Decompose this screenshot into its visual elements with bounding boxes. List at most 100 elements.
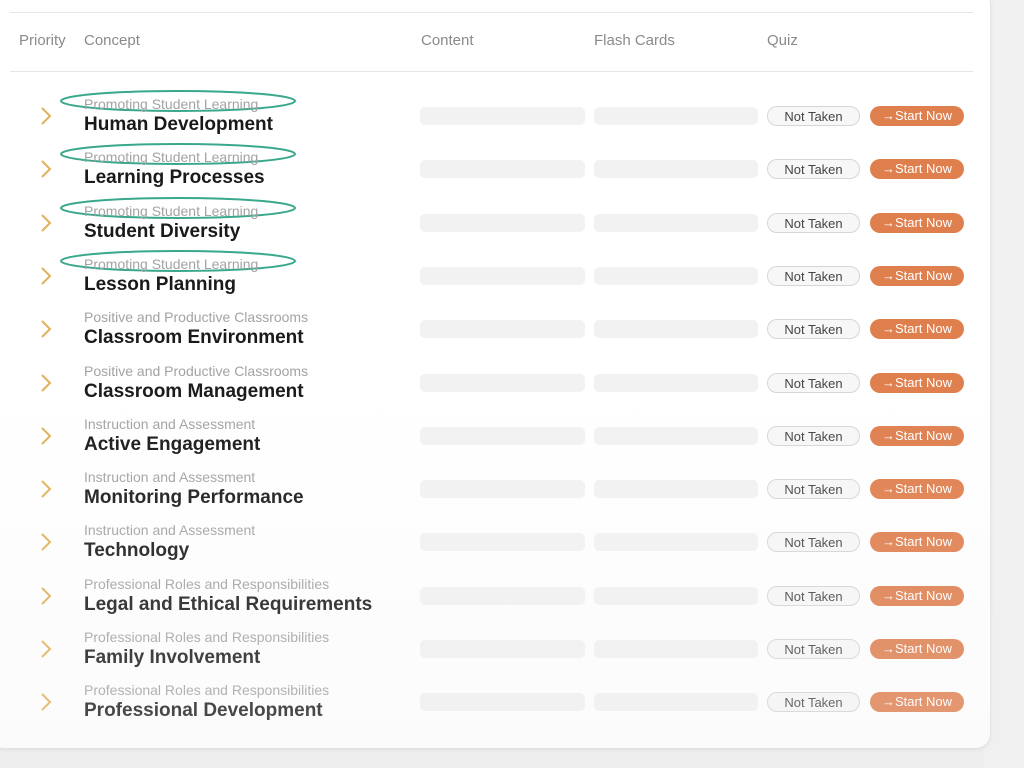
quiz-status-badge: Not Taken <box>767 372 860 393</box>
start-now-button[interactable]: →Start Now <box>870 159 964 180</box>
concept-title[interactable]: Active Engagement <box>84 433 261 455</box>
table-row: Professional Roles and Responsibilities … <box>0 682 990 737</box>
content-progress-bar <box>420 693 585 712</box>
quiz-status-badge: Not Taken <box>767 425 860 446</box>
chevron-right-icon[interactable] <box>38 479 54 499</box>
flash-cards-progress-bar <box>594 160 758 179</box>
table-row: Professional Roles and Responsibilities … <box>0 576 990 631</box>
flash-cards-progress-bar <box>594 266 758 285</box>
quiz-status-badge: Not Taken <box>767 212 860 233</box>
start-now-button[interactable]: →Start Now <box>870 692 964 713</box>
start-now-button[interactable]: →Start Now <box>870 265 964 286</box>
start-now-button[interactable]: →Start Now <box>870 212 964 233</box>
concept-title[interactable]: Monitoring Performance <box>84 487 304 509</box>
flash-cards-progress-bar <box>594 373 758 392</box>
background-pattern <box>984 0 1024 768</box>
concept-title[interactable]: Learning Processes <box>84 167 265 189</box>
flash-cards-progress-bar <box>594 107 758 125</box>
concept-category: Positive and Productive Classrooms <box>84 309 309 326</box>
chevron-right-icon[interactable] <box>38 532 54 552</box>
table-row: Positive and Productive Classrooms Class… <box>0 362 990 418</box>
table-row: Instruction and Assessment Technology No… <box>0 522 990 577</box>
flash-cards-progress-bar <box>594 480 758 499</box>
table-row: Instruction and Assessment Active Engage… <box>0 415 990 471</box>
concept-title[interactable]: Family Involvement <box>84 647 261 668</box>
chevron-right-icon[interactable] <box>38 213 54 233</box>
chevron-right-icon[interactable] <box>38 586 54 606</box>
start-now-button[interactable]: →Start Now <box>870 106 964 126</box>
concept-category: Instruction and Assessment <box>84 415 256 432</box>
table-row: Promoting Student Learning Student Diver… <box>0 196 990 258</box>
chevron-right-icon[interactable] <box>38 159 54 179</box>
concept-category: Promoting Student Learning <box>84 202 259 219</box>
content-progress-bar <box>420 266 585 285</box>
concept-category: Professional Roles and Responsibilities <box>84 629 330 645</box>
annotation-ellipse <box>60 196 296 219</box>
start-now-button[interactable]: →Start Now <box>870 639 964 659</box>
start-now-button[interactable]: →Start Now <box>870 319 964 340</box>
chevron-right-icon[interactable] <box>38 639 54 659</box>
chevron-right-icon[interactable] <box>38 373 54 393</box>
quiz-status-badge: Not Taken <box>767 265 860 286</box>
concept-title[interactable]: Legal and Ethical Requirements <box>84 593 373 615</box>
divider <box>10 12 973 13</box>
content-progress-bar <box>420 586 585 605</box>
content-progress-bar <box>420 320 585 339</box>
content-progress-bar <box>420 107 585 125</box>
start-now-button[interactable]: →Start Now <box>870 532 964 553</box>
chevron-right-icon[interactable] <box>38 106 54 126</box>
annotation-ellipse <box>60 143 296 166</box>
concept-category: Positive and Productive Classrooms <box>84 362 309 379</box>
content-progress-bar <box>420 533 585 552</box>
quiz-status-badge: Not Taken <box>767 159 860 180</box>
concept-category: Promoting Student Learning <box>84 255 259 272</box>
start-now-button[interactable]: →Start Now <box>870 372 964 393</box>
concept-title[interactable]: Lesson Planning <box>84 273 237 295</box>
concept-title[interactable]: Professional Development <box>84 700 323 722</box>
table-row: Promoting Student Learning Learning Proc… <box>0 143 990 204</box>
content-progress-bar <box>420 213 585 232</box>
concept-title[interactable]: Human Development <box>84 114 273 135</box>
start-now-button[interactable]: →Start Now <box>870 425 964 446</box>
annotation-ellipse <box>60 249 296 272</box>
flash-cards-progress-bar <box>594 586 758 605</box>
flash-cards-progress-bar <box>594 213 758 232</box>
table-row: Promoting Student Learning Lesson Planni… <box>0 249 990 311</box>
quiz-status-badge: Not Taken <box>767 319 860 340</box>
chevron-right-icon[interactable] <box>38 426 54 446</box>
header-priority[interactable]: Priority <box>19 32 66 49</box>
table-header: Priority Concept Content Flash Cards Qui… <box>0 30 990 54</box>
concept-category: Promoting Student Learning <box>84 96 259 112</box>
table-row: Promoting Student Learning Human Develop… <box>0 90 990 151</box>
chevron-right-icon[interactable] <box>38 692 54 712</box>
content-progress-bar <box>420 373 585 392</box>
annotation-ellipse <box>60 90 296 112</box>
concept-title[interactable]: Classroom Environment <box>84 327 304 349</box>
concept-category: Professional Roles and Responsibilities <box>84 682 330 699</box>
start-now-button[interactable]: →Start Now <box>870 479 964 500</box>
header-concept[interactable]: Concept <box>84 32 140 49</box>
header-flash-cards[interactable]: Flash Cards <box>594 32 675 49</box>
concept-title[interactable]: Student Diversity <box>84 220 241 242</box>
flash-cards-progress-bar <box>594 640 758 658</box>
chevron-right-icon[interactable] <box>38 266 54 286</box>
flash-cards-progress-bar <box>594 426 758 445</box>
header-quiz[interactable]: Quiz <box>767 32 798 49</box>
flash-cards-progress-bar <box>594 533 758 552</box>
quiz-status-badge: Not Taken <box>767 692 860 713</box>
header-content[interactable]: Content <box>421 32 474 49</box>
concept-category: Instruction and Assessment <box>84 522 256 539</box>
flash-cards-progress-bar <box>594 693 758 712</box>
header-divider <box>10 71 973 72</box>
concept-title[interactable]: Technology <box>84 540 190 562</box>
start-now-button[interactable]: →Start Now <box>870 585 964 606</box>
concept-title[interactable]: Classroom Management <box>84 380 304 402</box>
table-row: Professional Roles and Responsibilities … <box>0 629 990 684</box>
quiz-status-badge: Not Taken <box>767 532 860 553</box>
chevron-right-icon[interactable] <box>38 319 54 339</box>
concept-category: Promoting Student Learning <box>84 149 259 166</box>
table-row: Instruction and Assessment Monitoring Pe… <box>0 469 990 524</box>
content-progress-bar <box>420 640 585 658</box>
quiz-status-badge: Not Taken <box>767 585 860 606</box>
content-progress-bar <box>420 426 585 445</box>
